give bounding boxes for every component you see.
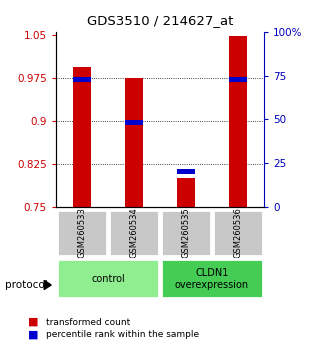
Bar: [57, 259, 159, 298]
Text: CLDN1
overexpression: CLDN1 overexpression: [175, 268, 249, 290]
Bar: [73, 77, 91, 82]
Text: GSM260534: GSM260534: [130, 207, 139, 258]
Text: transformed count: transformed count: [46, 318, 131, 327]
Bar: [73, 67, 91, 207]
Bar: [161, 210, 211, 256]
Bar: [109, 210, 159, 256]
Bar: [177, 178, 195, 207]
Text: GSM260535: GSM260535: [181, 207, 190, 258]
Bar: [229, 77, 247, 82]
Bar: [177, 169, 195, 174]
Bar: [125, 78, 143, 207]
Text: ■: ■: [28, 330, 39, 339]
Bar: [161, 259, 263, 298]
Text: GSM260533: GSM260533: [77, 207, 86, 258]
Text: protocol: protocol: [5, 280, 48, 290]
Text: percentile rank within the sample: percentile rank within the sample: [46, 330, 200, 339]
Text: ■: ■: [28, 317, 39, 327]
Bar: [229, 36, 247, 207]
Text: GDS3510 / 214627_at: GDS3510 / 214627_at: [87, 14, 233, 27]
Bar: [125, 120, 143, 125]
Bar: [213, 210, 263, 256]
Text: GSM260536: GSM260536: [234, 207, 243, 258]
Text: control: control: [91, 274, 125, 284]
Bar: [57, 210, 107, 256]
Polygon shape: [44, 280, 51, 290]
